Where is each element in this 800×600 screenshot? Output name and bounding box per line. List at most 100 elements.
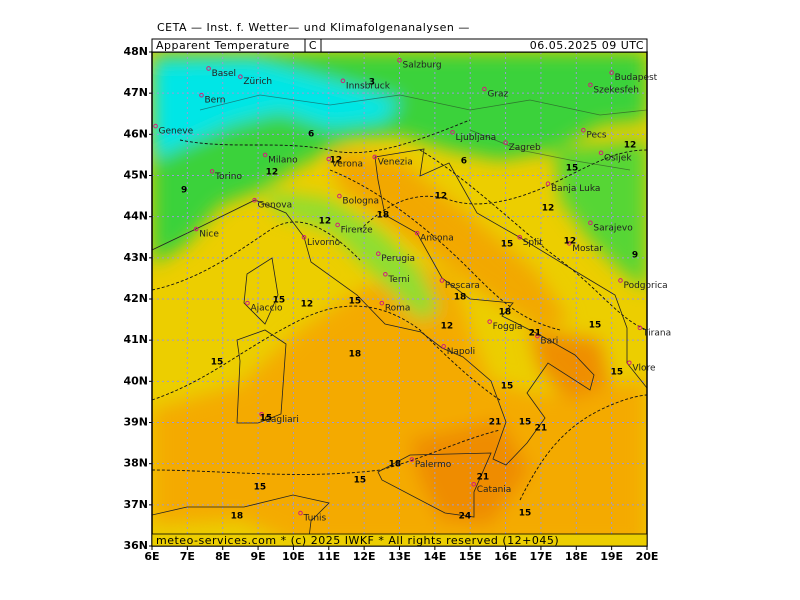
coastline-sicily <box>377 452 492 518</box>
contour-label: 21 <box>489 418 502 428</box>
lat-tick-label: 46N <box>123 127 148 140</box>
field: Basel Zürich Bern Geneve Innsbruck Salzburg Gr… <box>152 52 647 546</box>
lon-tick-label: 6E <box>144 550 159 563</box>
contour <box>359 149 647 231</box>
city-marker <box>627 360 632 366</box>
valid-time: 06.05.2025 09 UTC <box>530 39 644 52</box>
contour-label: 15 <box>589 320 602 330</box>
lon-tick-label: 11E <box>317 550 340 563</box>
city-label: Banja Luka <box>551 184 600 194</box>
city-marker <box>340 78 346 84</box>
city-marker <box>199 92 204 98</box>
lon-tick-label: 10E <box>282 550 305 563</box>
coastline <box>152 148 647 466</box>
lat-tick-label: 40N <box>123 374 148 387</box>
contour-label: 12 <box>564 236 577 246</box>
city-marker <box>503 140 508 145</box>
city-marker <box>193 226 199 232</box>
city-label: Pescara <box>445 281 480 291</box>
lat-tick-label: 36N <box>123 539 148 552</box>
contour-label: 12 <box>435 192 448 202</box>
lon-tick-label: 12E <box>353 550 376 563</box>
city-label: Bologna <box>342 197 379 207</box>
city-label: Zagreb <box>509 143 541 153</box>
contour-label: 15 <box>566 164 579 174</box>
contour-label: 3 <box>369 78 375 88</box>
contour-label: 18 <box>454 292 467 302</box>
city-marker <box>609 70 614 75</box>
contour <box>152 305 501 401</box>
contour <box>519 394 647 501</box>
city-marker <box>383 272 388 277</box>
contour-label: 12 <box>542 204 555 214</box>
lat-tick-label: 41N <box>123 333 148 346</box>
lat-tick-label: 48N <box>123 45 148 58</box>
contour <box>152 429 501 475</box>
contour-label: 15 <box>611 367 624 377</box>
title-box <box>151 38 648 53</box>
city-marker <box>209 169 215 174</box>
city-marker <box>588 82 593 88</box>
border <box>199 94 647 116</box>
city-label: Catania <box>477 485 512 495</box>
unit-box <box>304 38 322 53</box>
lat-tick-label: 44N <box>123 210 148 223</box>
contour-label: 15 <box>501 239 514 249</box>
city-marker <box>206 66 211 71</box>
contour-label: 15 <box>254 483 267 493</box>
city-label: Salzburg <box>403 61 442 71</box>
city-label: Geneve <box>159 127 194 137</box>
city-label: Napoli <box>447 347 475 357</box>
contour-label: 15 <box>273 295 286 305</box>
contour-label: 15 <box>519 418 532 428</box>
city-marker <box>487 319 492 324</box>
city-marker <box>397 57 402 63</box>
lat-tick-label: 39N <box>123 416 148 429</box>
city-label: Basel <box>212 69 236 79</box>
contour-label: 12 <box>624 141 637 151</box>
city-label: Graz <box>487 90 508 100</box>
city-marker <box>581 127 586 133</box>
city-marker <box>301 234 307 240</box>
city-label: Genova <box>258 201 293 211</box>
lon-tick-label: 8E <box>215 550 230 563</box>
city-marker <box>335 222 340 228</box>
field-shading <box>152 52 647 546</box>
contour-label: 18 <box>499 308 512 318</box>
city-label: Ljubljana <box>456 133 497 143</box>
shade-orange <box>330 150 570 330</box>
shade-green <box>555 140 647 290</box>
contour-label: 21 <box>535 423 548 433</box>
city-label: Mostar <box>572 244 603 254</box>
city-marker <box>372 154 378 160</box>
city-label: Torino <box>214 172 242 182</box>
city-label: Verona <box>332 160 363 170</box>
city-label: Pecs <box>586 131 607 141</box>
city-marker <box>153 123 158 129</box>
city-label: Bari <box>540 337 558 347</box>
contour-label: 15 <box>501 381 514 391</box>
city-marker <box>450 129 455 135</box>
city-marker <box>535 333 540 339</box>
institute: CETA — Inst. f. Wetter— und Klimafolgena… <box>157 21 470 34</box>
city-label: Cagliari <box>265 415 299 425</box>
lon-tick-label: 15E <box>459 550 482 563</box>
variable: Apparent Temperature <box>156 39 290 52</box>
lon-tick-label: 16E <box>494 550 517 563</box>
city-label: Szekesfeh <box>593 85 639 95</box>
contour-label: 24 <box>459 511 472 521</box>
contour-label: 18 <box>231 511 244 521</box>
city-label: Budapest <box>615 73 658 83</box>
city-marker <box>637 325 643 331</box>
contour <box>329 169 561 331</box>
lon-tick-label: 9E <box>250 550 265 563</box>
lon-tick-label: 18E <box>565 550 588 563</box>
contour-label: 12 <box>441 322 454 332</box>
axes: 6E 7E 8E 9E 10E 11E 12E 13E 14E 15E 16E 17E 18E 19E 20… <box>123 45 671 563</box>
city-marker <box>262 152 268 158</box>
city-label: Palermo <box>415 460 452 470</box>
contour-label: 21 <box>477 472 490 482</box>
lat-tick-label: 47N <box>123 86 148 99</box>
coastline-africa <box>152 494 330 546</box>
